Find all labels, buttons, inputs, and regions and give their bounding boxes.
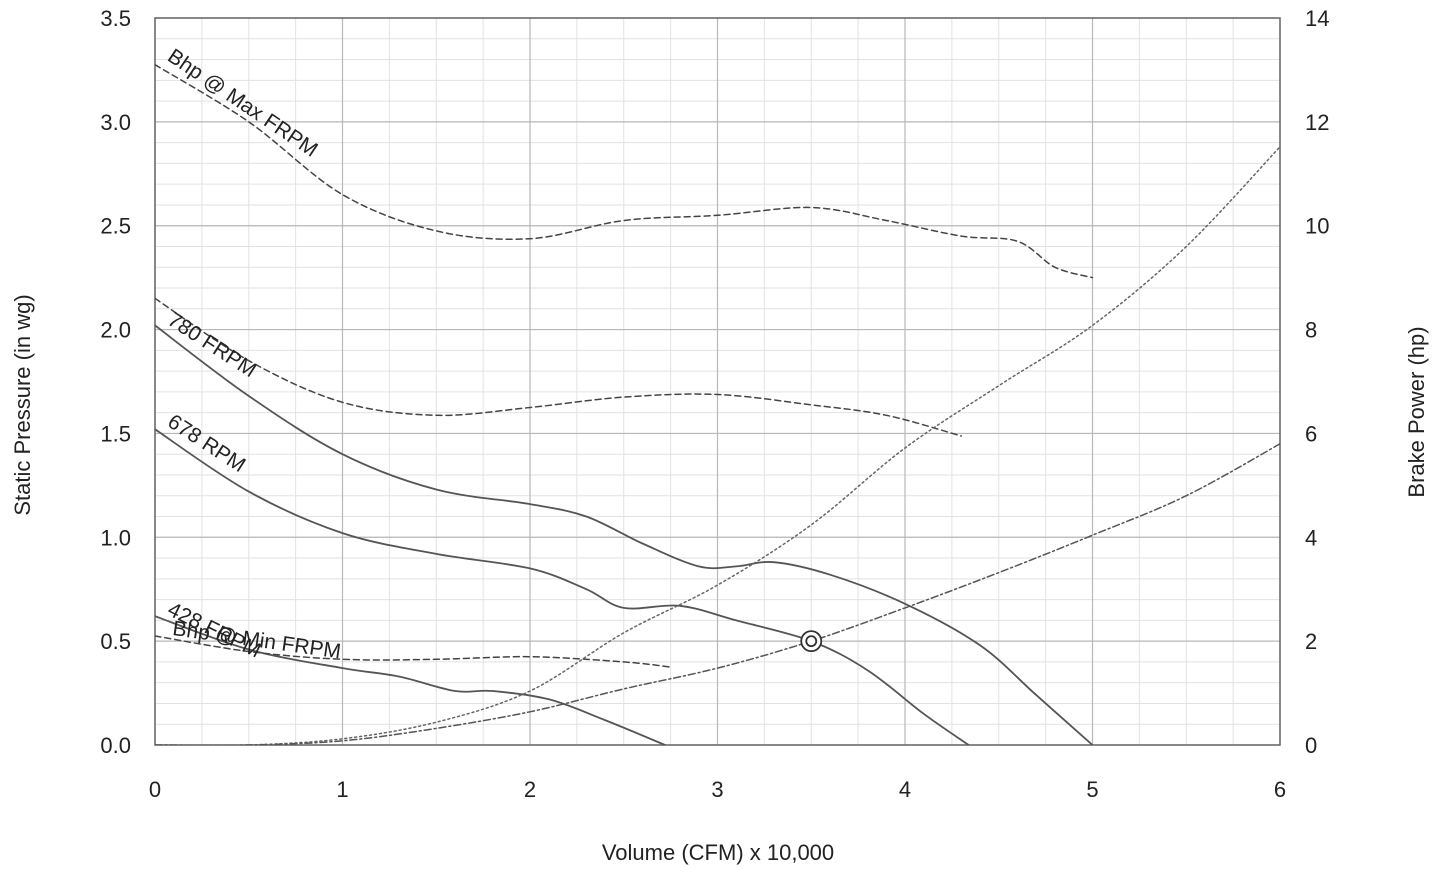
y2-tick-label: 0 — [1305, 733, 1317, 758]
y-tick-label: 0.0 — [100, 733, 131, 758]
y-tick-label: 2.0 — [100, 318, 131, 343]
y-tick-label: 2.5 — [100, 214, 131, 239]
y-tick-label: 1.5 — [100, 421, 131, 446]
operating-point-inner — [805, 635, 818, 648]
operating-point-outer — [800, 630, 823, 653]
y2-tick-labels: 0 2 4 6 8 10 12 14 — [1305, 6, 1329, 758]
x-tick-label: 2 — [524, 777, 536, 802]
curves-layer — [155, 63, 1280, 745]
x-tick-label: 4 — [899, 777, 911, 802]
y-tick-label: 1.0 — [100, 525, 131, 550]
y2-tick-label: 2 — [1305, 629, 1317, 654]
series-line-7 — [155, 443, 1280, 745]
y-tick-label: 0.5 — [100, 629, 131, 654]
curve-label-0: Bhp @ Max FRPM — [164, 45, 322, 162]
y2-tick-label: 10 — [1305, 214, 1329, 239]
y2-tick-label: 12 — [1305, 110, 1329, 135]
y2-tick-label: 6 — [1305, 421, 1317, 446]
y-tick-label: 3.5 — [100, 6, 131, 31]
major-grid — [154, 17, 1281, 746]
plot-frame — [154, 17, 1281, 746]
x-tick-label: 0 — [149, 777, 161, 802]
series-line-5 — [155, 635, 672, 668]
y-tick-label: 3.0 — [100, 110, 131, 135]
y-tick-labels: 0.0 0.5 1.0 1.5 2.0 2.5 3.0 3.5 — [100, 6, 131, 758]
series-line-3 — [155, 63, 1094, 279]
x-tick-label: 5 — [1086, 777, 1098, 802]
x-tick-label: 1 — [336, 777, 348, 802]
series-line-4 — [155, 297, 963, 437]
y-axis-title: Static Pressure (in wg) — [10, 294, 35, 515]
y2-tick-label: 4 — [1305, 525, 1317, 550]
series-line-6 — [155, 146, 1280, 745]
x-axis-title: Volume (CFM) x 10,000 — [602, 840, 834, 865]
y2-axis-title: Brake Power (hp) — [1404, 326, 1429, 497]
x-tick-labels: 0 1 2 3 4 5 6 — [149, 777, 1286, 802]
operating-point-marker — [800, 630, 823, 653]
y2-tick-label: 8 — [1305, 318, 1317, 343]
series-line-0 — [155, 324, 1094, 745]
x-tick-label: 6 — [1274, 777, 1286, 802]
x-tick-label: 3 — [711, 777, 723, 802]
y2-tick-label: 14 — [1305, 6, 1329, 31]
series-line-1 — [155, 428, 970, 745]
